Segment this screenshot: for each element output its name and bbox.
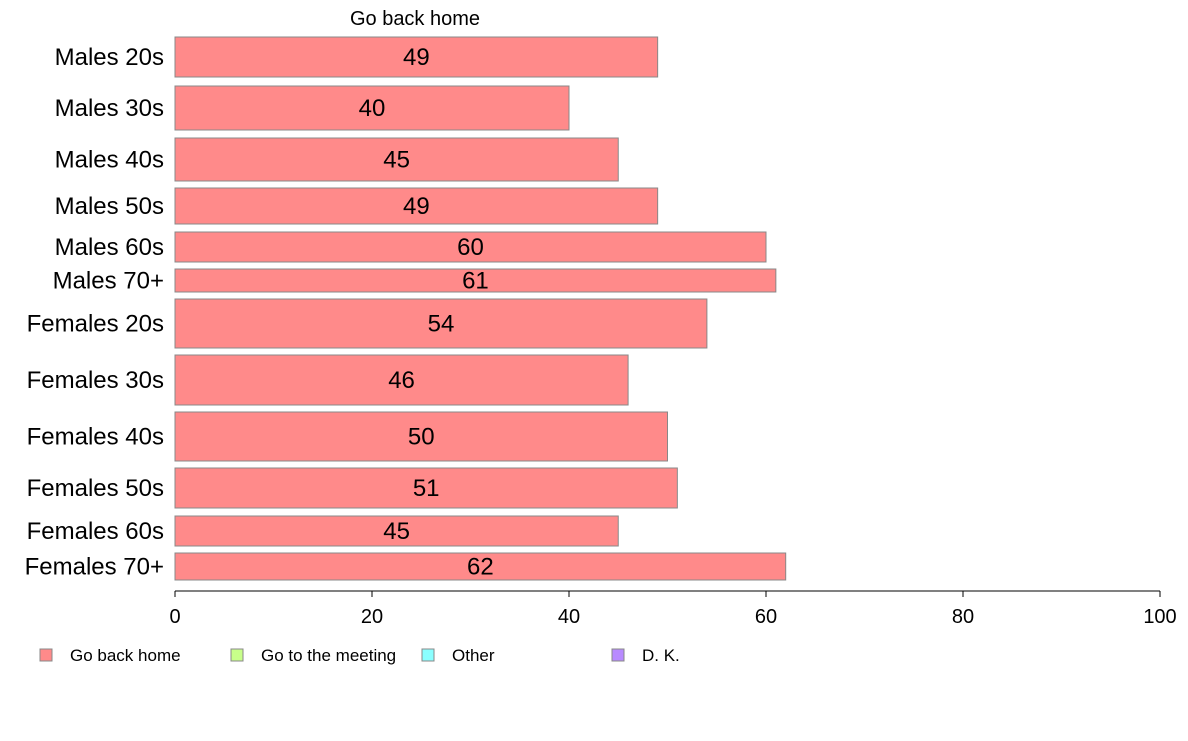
data-label: 60 xyxy=(457,234,484,261)
data-label: 46 xyxy=(388,367,415,394)
legend-label: Other xyxy=(452,646,495,665)
legend-label: Go to the meeting xyxy=(261,646,396,665)
data-label: 50 xyxy=(408,424,435,451)
category-label: Females 30s xyxy=(27,367,164,394)
category-label: Males 30s xyxy=(55,95,164,122)
legend-label: D. K. xyxy=(642,646,680,665)
legend-swatch xyxy=(230,648,244,662)
bar xyxy=(174,85,570,131)
data-label: 49 xyxy=(403,193,430,220)
category-label: Females 50s xyxy=(27,475,164,502)
bar xyxy=(174,298,708,349)
x-tick-label: 100 xyxy=(1143,606,1176,628)
x-tick-label: 60 xyxy=(755,606,777,628)
bar xyxy=(174,515,619,547)
legend-label: Go back home xyxy=(70,646,181,665)
bar xyxy=(174,268,777,293)
data-label: 51 xyxy=(413,475,440,502)
bar xyxy=(174,354,629,406)
bar xyxy=(174,552,787,581)
legend-swatch xyxy=(39,648,53,662)
category-label: Males 50s xyxy=(55,193,164,220)
legend-swatch xyxy=(421,648,435,662)
bar xyxy=(174,187,659,225)
x-axis: 0 20 40 60 80 100 xyxy=(169,590,1177,628)
bar xyxy=(174,467,678,509)
category-label: Females 70+ xyxy=(25,554,164,581)
category-label: Females 40s xyxy=(27,424,164,451)
bar xyxy=(174,231,767,263)
data-label: 40 xyxy=(359,95,386,122)
x-tick-label: 40 xyxy=(558,606,580,628)
category-label: Males 20s xyxy=(55,44,164,71)
category-label: Females 60s xyxy=(27,518,164,545)
x-tick-label: 0 xyxy=(169,606,180,628)
data-label: 45 xyxy=(383,147,410,174)
chart-title: Go back home xyxy=(350,8,480,30)
x-tick-label: 80 xyxy=(952,606,974,628)
bars-group: Males 20s 49 Males 30s 40 Males 40s 45 Males 5… xyxy=(25,36,787,581)
bar xyxy=(174,137,619,182)
legend: Go back home Go to the meeting Other D. K. xyxy=(39,646,680,665)
x-tick-label: 20 xyxy=(361,606,383,628)
data-label: 61 xyxy=(462,268,489,295)
category-label: Females 20s xyxy=(27,311,164,338)
category-label: Males 60s xyxy=(55,234,164,261)
legend-swatch xyxy=(611,648,625,662)
data-label: 62 xyxy=(467,554,494,581)
data-label: 49 xyxy=(403,44,430,71)
bar xyxy=(174,411,668,462)
category-label: Males 40s xyxy=(55,147,164,174)
bar xyxy=(174,36,659,78)
category-label: Males 70+ xyxy=(53,268,164,295)
data-label: 45 xyxy=(383,518,410,545)
data-label: 54 xyxy=(428,311,455,338)
